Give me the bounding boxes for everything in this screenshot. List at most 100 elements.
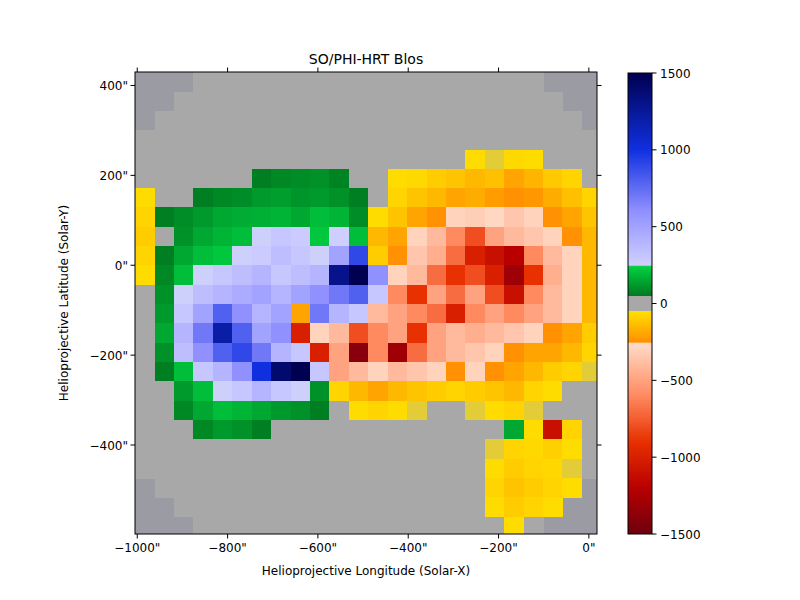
cell [427, 265, 447, 285]
cell [388, 439, 408, 459]
cell [329, 459, 349, 479]
cell [349, 207, 369, 227]
cell [427, 92, 447, 112]
cell [582, 188, 597, 208]
cell [155, 362, 175, 382]
colorbar-tick [652, 303, 657, 304]
cell [446, 285, 466, 305]
cell [291, 381, 311, 401]
x-tick-label: −400" [389, 541, 427, 555]
colorbar-tick [652, 73, 657, 74]
cell [446, 111, 466, 131]
x-tick [498, 534, 499, 539]
cell [291, 420, 311, 440]
cell [252, 420, 272, 440]
cell [252, 343, 272, 363]
cell [582, 459, 597, 479]
cell [524, 304, 544, 324]
cell [485, 459, 505, 479]
cell [368, 246, 388, 266]
cell [562, 265, 582, 285]
plot-background [135, 72, 597, 534]
cell [155, 304, 175, 324]
colorbar-frame [628, 73, 652, 534]
cell [232, 304, 252, 324]
cell [213, 381, 233, 401]
cell [213, 130, 233, 150]
cell [252, 497, 272, 517]
cell [388, 188, 408, 208]
cell [388, 130, 408, 150]
cell [388, 459, 408, 479]
cell [582, 362, 597, 382]
cell [427, 304, 447, 324]
cell [407, 72, 427, 92]
cell [271, 401, 291, 421]
cell [524, 207, 544, 227]
cell [427, 439, 447, 459]
cell [349, 323, 369, 343]
cell [368, 439, 388, 459]
cell [485, 227, 505, 247]
cell [135, 459, 155, 479]
cell [388, 265, 408, 285]
cell [504, 401, 524, 421]
cell [504, 343, 524, 363]
cell [291, 343, 311, 363]
cell [135, 246, 155, 266]
y-tick-right [597, 355, 602, 356]
cell [310, 227, 330, 247]
cell [368, 265, 388, 285]
cell [213, 188, 233, 208]
cell [368, 92, 388, 112]
cell [562, 381, 582, 401]
cell [135, 323, 155, 343]
cell [427, 169, 447, 189]
cell [135, 227, 155, 247]
cell [427, 401, 447, 421]
cell [524, 227, 544, 247]
cell [504, 304, 524, 324]
cell [427, 130, 447, 150]
cell [271, 227, 291, 247]
cell [543, 362, 563, 382]
cell [427, 207, 447, 227]
cell [504, 188, 524, 208]
cell [193, 227, 213, 247]
y-tick [131, 85, 136, 86]
cell [193, 459, 213, 479]
cell [388, 169, 408, 189]
cell [562, 188, 582, 208]
cell [155, 439, 175, 459]
cell [193, 304, 213, 324]
x-tick [137, 534, 138, 539]
y-tick-label: 400" [100, 79, 128, 93]
cell [524, 150, 544, 170]
y-axis-title: Helioprojective Latitude (Solar-Y) [57, 205, 71, 401]
cell [329, 323, 349, 343]
cell [543, 150, 563, 170]
cell [524, 439, 544, 459]
x-tick [588, 534, 589, 539]
cell [446, 381, 466, 401]
cell [155, 478, 175, 498]
cell [407, 188, 427, 208]
cell [329, 497, 349, 517]
cell [349, 169, 369, 189]
cell [213, 497, 233, 517]
cell [252, 517, 272, 534]
cell [388, 323, 408, 343]
cell [504, 265, 524, 285]
cell [329, 439, 349, 459]
cell [524, 72, 544, 92]
cell [562, 478, 582, 498]
cell [446, 169, 466, 189]
y-tick-right [597, 445, 602, 446]
cell [310, 439, 330, 459]
cell [193, 381, 213, 401]
cell [524, 92, 544, 112]
cell [562, 420, 582, 440]
cell [504, 285, 524, 305]
cell [543, 130, 563, 150]
cell [465, 343, 485, 363]
